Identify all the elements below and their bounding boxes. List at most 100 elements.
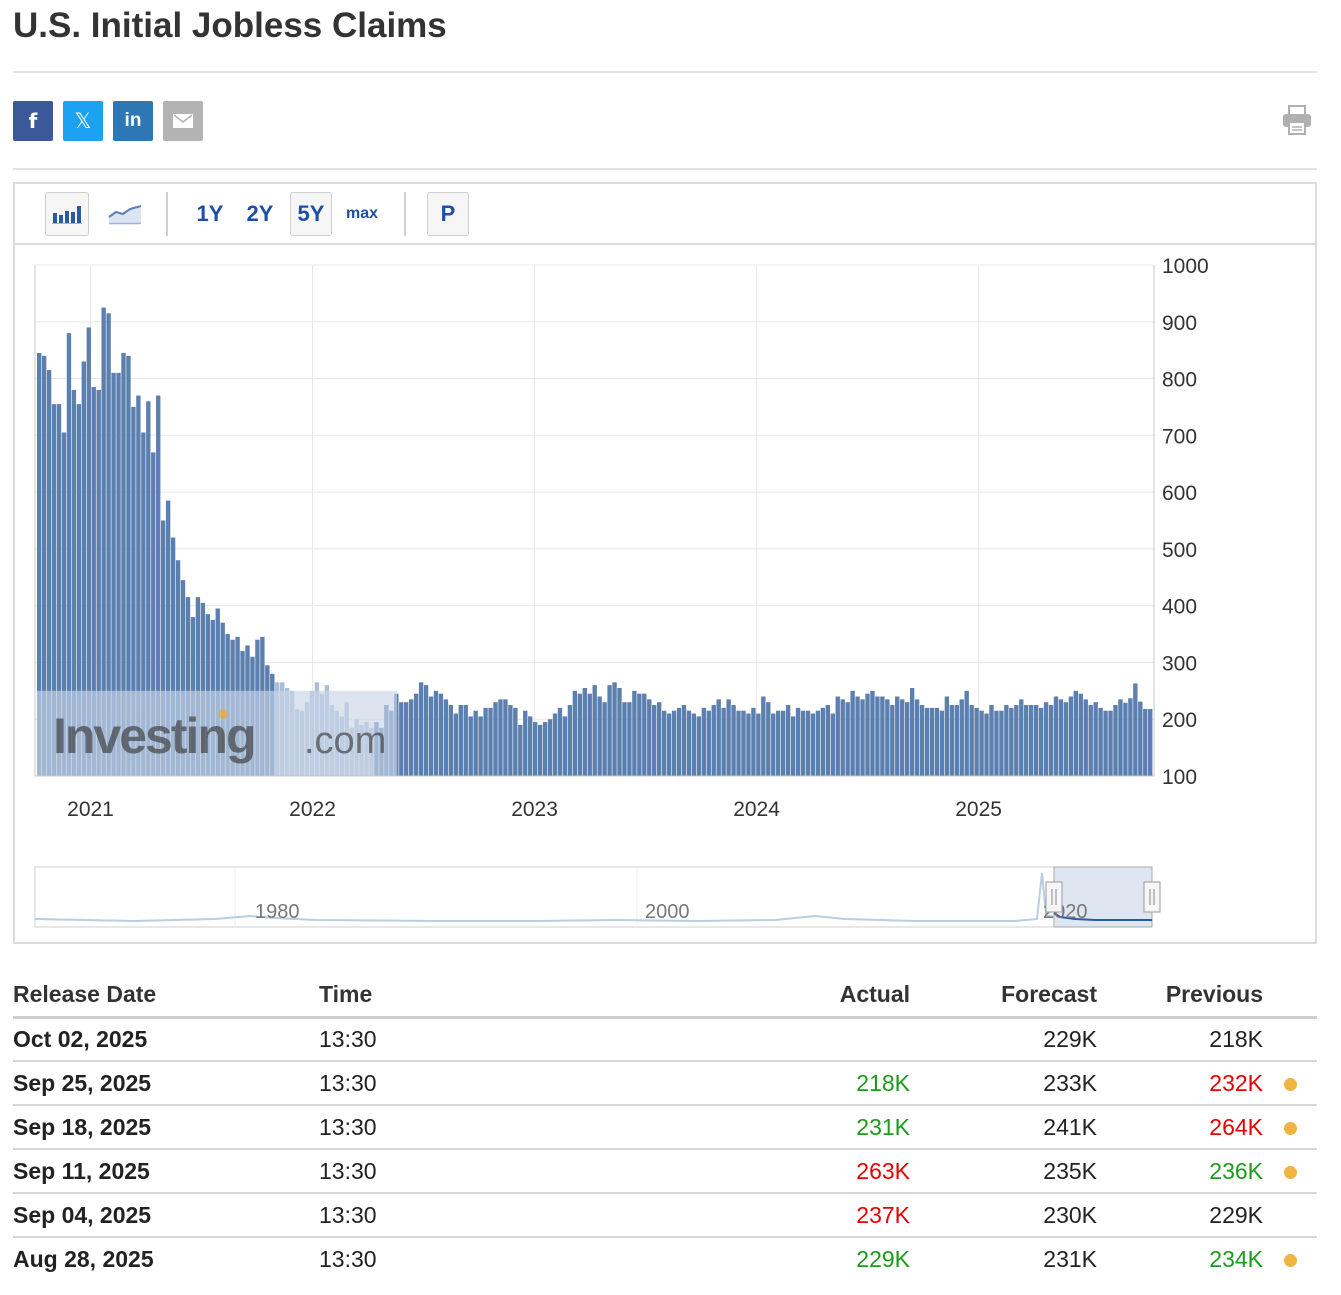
navigator-label: 2000 [645,901,690,923]
bar [1088,705,1093,776]
bar [776,710,781,776]
y-tick-label: 1000 [1162,255,1209,278]
bar [984,713,989,776]
alert-dot-icon [1283,1165,1297,1179]
bar [547,719,553,776]
row-time: 13:30 [319,1246,377,1272]
bar [552,713,558,776]
bar [161,520,166,776]
bar [468,716,473,776]
bar [478,716,483,776]
bar [939,710,945,776]
bar [999,710,1004,776]
alert-dot-icon [1283,1077,1297,1091]
toolbar-separator [404,192,406,236]
bar-chart-button[interactable] [45,192,89,236]
bar [91,387,96,776]
range-2y-button[interactable]: 2Y [246,201,274,226]
bar [905,702,910,776]
facebook-share-button[interactable]: f [13,101,53,141]
release-table: Release Date Time Actual Forecast Previo… [13,973,1317,1281]
bar [51,404,57,776]
row-previous: 234K [1209,1246,1263,1272]
bar [924,707,930,776]
bar [642,693,647,776]
bar [557,707,563,776]
bar [37,353,42,776]
bar [880,696,885,776]
bar [597,696,602,776]
navigator-label: 1980 [255,901,300,923]
bar [409,699,414,776]
bar [528,716,533,776]
bar [647,699,652,776]
row-previous: 236K [1097,1149,1263,1194]
bar [1108,710,1113,776]
bar [785,705,791,776]
print-button[interactable] [1281,104,1313,136]
bar [790,716,796,776]
bar [76,404,82,776]
bar [701,707,706,776]
navigator-history-line [34,872,1055,923]
bar [1009,707,1014,776]
y-tick-label: 700 [1162,425,1197,448]
bar [503,699,508,776]
y-tick-label: 900 [1162,312,1197,335]
bar [706,710,711,776]
email-share-button[interactable] [163,101,203,141]
bar [533,722,538,776]
bar [681,705,687,776]
bar [438,693,444,776]
investing-watermark: Investing .com [53,708,386,764]
bar [577,693,582,776]
bar [200,602,206,776]
y-tick-label: 300 [1162,652,1197,675]
bar [1103,710,1108,776]
bar [686,710,692,776]
bar [121,353,126,776]
navigator-frame [34,866,1153,928]
area-chart-button[interactable] [103,192,147,236]
p-button[interactable]: P [427,192,469,236]
header-forecast[interactable]: Forecast [910,973,1097,1019]
row-date: Sep 04, 2025 [13,1193,319,1238]
bar [691,713,697,776]
range-max-button[interactable]: max [345,205,379,222]
range-1y-button[interactable]: 1Y [196,201,224,226]
header-actual[interactable]: Actual [619,973,910,1019]
header-release-date[interactable]: Release Date [13,973,319,1019]
header-previous[interactable]: Previous [1097,973,1263,1019]
header-time[interactable]: Time [319,973,619,1019]
bar [453,713,458,776]
navigator-handle[interactable] [1045,881,1063,913]
navigator-handle[interactable] [1143,881,1161,913]
row-previous: 232K [1097,1061,1263,1106]
bar [1029,705,1034,776]
row-time: 13:30 [319,1061,619,1106]
twitter-share-button[interactable]: 𝕏 [63,101,103,141]
twitter-icon: 𝕏 [74,109,92,133]
watermark-band [37,690,397,776]
row-forecast: 241K [910,1105,1097,1150]
watermark-text: .com [304,720,386,762]
bar-chart-icon [52,206,82,224]
linkedin-share-button[interactable]: in [113,101,153,141]
linkedin-icon: in [124,110,142,131]
range-5y-button[interactable]: 5Y [290,192,332,236]
chart-container: 1Y 2Y 5Y max P Investing .com 100 200 300 4… [13,182,1317,944]
bar [170,537,176,776]
header-indicator [1263,973,1317,1019]
bar [587,693,592,776]
bar [428,696,434,776]
bar [994,710,999,776]
row-actual [619,1017,910,1062]
bar [572,690,578,776]
bar [964,690,969,776]
alert-dot-icon [1283,1121,1297,1135]
bar [508,705,513,776]
bar [1128,698,1133,776]
bar [979,710,984,776]
bar [969,705,974,776]
bar [185,597,191,776]
